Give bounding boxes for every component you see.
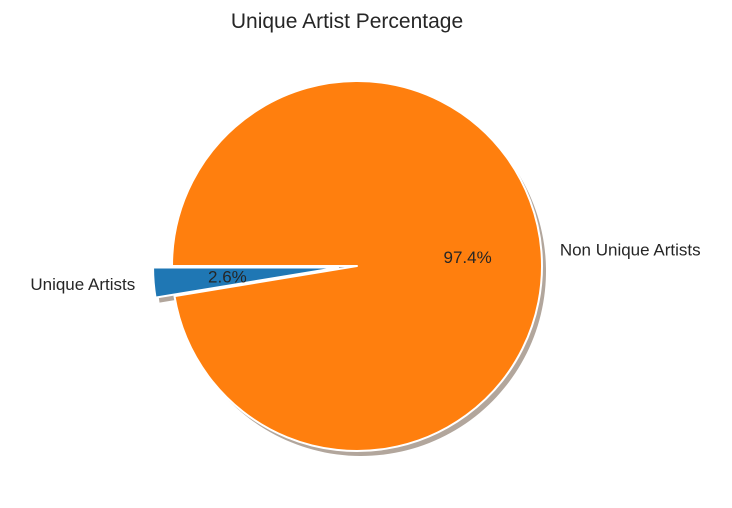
slice-percent-non-unique-artists: 97.4% [444,248,492,267]
pie-labels: Unique Artists 2.6% Non Unique Artists 97.4… [30,240,700,294]
slice-label-non-unique-artists: Non Unique Artists [560,240,701,259]
slice-label-unique-artists: Unique Artists [30,275,135,294]
pie-slice-non-unique-artists [171,80,543,453]
chart-title: Unique Artist Percentage [231,10,463,33]
pie-slice-unique-artists [152,266,340,299]
pie-slices [152,80,543,453]
slice-percent-unique-artists: 2.6% [208,268,247,287]
